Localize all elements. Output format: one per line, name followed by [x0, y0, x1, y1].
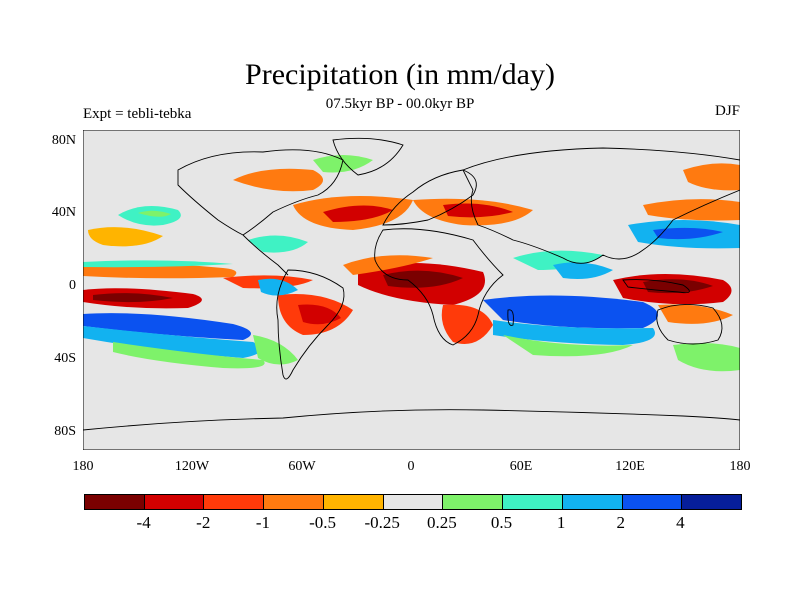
- colorbar-label-7: 1: [556, 513, 566, 532]
- patch-pac-wet-outer: [83, 326, 261, 358]
- patch-africa-dry-core: [383, 270, 463, 288]
- season-label: DJF: [714, 103, 740, 119]
- colorbar-box-7: [503, 495, 563, 509]
- colorbar-label-8: 2: [616, 513, 625, 532]
- patch-safrica-dry: [441, 304, 493, 344]
- patch-npac-east-orange: [683, 163, 740, 191]
- lat-tick-40n: 40N: [51, 205, 76, 220]
- colorbar-box-10: [682, 495, 742, 509]
- patch-samerica-wet: [258, 278, 298, 296]
- colorbar-label-3: -0.5: [309, 513, 336, 532]
- patch-natl-dry-core: [323, 205, 393, 222]
- colorbar-box-8: [562, 495, 623, 509]
- coast-central-america: [242, 234, 289, 276]
- patch-africa-orange: [343, 255, 433, 275]
- colorbar-label-1: -2: [196, 513, 211, 532]
- lat-tick-40s: 40S: [54, 351, 76, 366]
- colorbar-box-2: [204, 495, 265, 509]
- lon-tick-60e: 60E: [509, 459, 533, 474]
- colorbar-label-4: -0.25: [364, 513, 400, 532]
- precipitation-map: [83, 130, 740, 450]
- colorbar-box-1: [144, 495, 205, 509]
- colorbar-box-4: [323, 495, 384, 509]
- colorbar-box-3: [264, 495, 324, 509]
- coastlines: [83, 137, 740, 431]
- patch-samerica-green: [253, 335, 298, 365]
- lon-tick-180w: 180: [72, 459, 94, 474]
- lat-tick-80n: 80N: [51, 133, 76, 148]
- colorbar-label-2: -1: [255, 513, 270, 532]
- patch-indian-wet-outer: [493, 320, 655, 345]
- lon-tick-0: 0: [407, 459, 415, 474]
- coast-north-america: [177, 149, 344, 236]
- patch-samerica-dry-core: [298, 304, 341, 325]
- coast-madagascar: [507, 309, 514, 326]
- patch-india-wet: [553, 262, 613, 279]
- patch-atl-green: [313, 155, 373, 173]
- colorbar-label-6: 0.5: [490, 513, 513, 532]
- colorbar: [84, 494, 742, 510]
- lon-tick-180e: 180: [729, 459, 751, 474]
- patch-indian-green: [503, 335, 633, 357]
- coast-asia: [462, 147, 740, 264]
- patch-eq-pac-green: [83, 260, 233, 268]
- coast-europe: [382, 169, 477, 226]
- patch-spac-green: [673, 343, 740, 372]
- colorbar-label-5: 0.25: [426, 513, 457, 532]
- patch-pac-dry-core: [93, 293, 173, 303]
- patch-wpac-orange: [643, 199, 740, 221]
- patch-wpac-wet-core: [653, 227, 723, 240]
- patch-carib-wet: [248, 235, 308, 253]
- coast-indonesia: [622, 279, 690, 294]
- coast-antarctica: [83, 409, 740, 431]
- lat-tick-80s: 80S: [54, 424, 76, 439]
- patch-maritime-dry-core: [643, 279, 713, 294]
- patch-npac-orange: [88, 227, 163, 247]
- coast-south-america: [276, 269, 345, 380]
- lat-tick-0: 0: [69, 278, 76, 293]
- page-title: Precipitation (in mm/day): [245, 58, 555, 91]
- colorbar-box-5: [383, 495, 444, 509]
- plot-subtitle: 07.5kyr BP - 00.0kyr BP: [325, 96, 475, 112]
- colorbar-label-9: 4: [676, 513, 685, 532]
- patch-pac-wet: [83, 313, 251, 340]
- patch-pac-green: [113, 342, 265, 369]
- lon-tick-120w: 120W: [174, 459, 210, 474]
- lon-tick-60w: 60W: [288, 459, 316, 474]
- patch-eq-pac-orange: [83, 263, 237, 279]
- lon-tick-120e: 120E: [615, 459, 645, 474]
- patch-npac-wet-core: [138, 210, 171, 217]
- coast-greenland: [332, 137, 404, 176]
- experiment-label: Expt = tebli-tebka: [83, 106, 192, 122]
- colorbar-box-9: [622, 495, 683, 509]
- coast-africa: [374, 228, 504, 346]
- colorbar-box-6: [443, 495, 504, 509]
- patch-namerica-orange: [233, 168, 323, 192]
- patch-europe-dry: [443, 203, 513, 218]
- patch-indian-wet: [483, 295, 658, 329]
- colorbar-box-0: [85, 495, 145, 509]
- colorbar-label-0: -4: [136, 513, 151, 532]
- anomaly-patches: [83, 155, 740, 372]
- coast-australia: [656, 304, 723, 345]
